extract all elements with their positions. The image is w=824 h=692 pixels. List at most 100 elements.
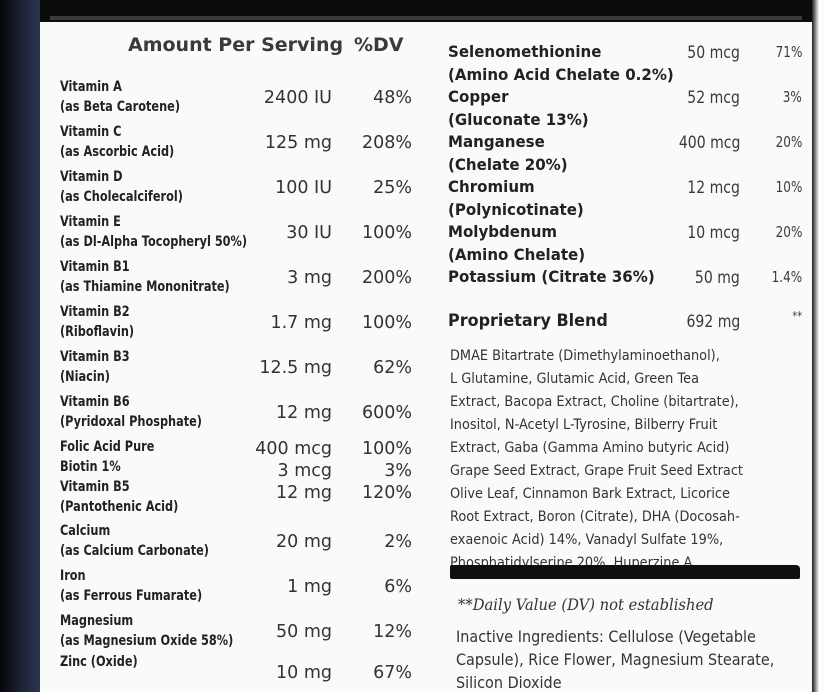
nutrient-row: Zinc (Oxide) 10 mg 67%: [60, 654, 416, 692]
nutrient-dv: 100%: [361, 439, 412, 459]
nutrient-dv: 10%: [775, 178, 802, 196]
nutrient-name: Potassium (Citrate 36%): [448, 267, 655, 286]
nutrient-dv: 20%: [775, 133, 802, 151]
nutrient-amount: 50 mcg: [687, 43, 740, 62]
nutrient-dv: **: [792, 309, 802, 323]
supplement-facts-label: Amount Per Serving %DV Vitamin A (as Bet…: [40, 0, 812, 692]
blend-line: Inositol, N-Acetyl L-Tyrosine, Bilberry …: [450, 417, 718, 433]
nutrient-amount: 10 mg: [276, 663, 332, 683]
nutrient-source: (as Cholecalciferol): [60, 189, 183, 205]
nutrient-amount: 2400 IU: [263, 88, 332, 108]
blend-line: exaenoic Acid) 14%, Vanadyl Sulfate 19%,: [450, 532, 724, 548]
nutrient-name: Copper: [448, 87, 509, 106]
nutrient-name: Vitamin B5: [60, 479, 130, 495]
daily-value-footnote: **Daily Value (DV) not established: [458, 595, 714, 614]
nutrient-amount: 125 mg: [264, 133, 332, 153]
blend-line: Grape Seed Extract, Grape Fruit Seed Ext…: [450, 463, 743, 479]
nutrient-row: Vitamin D (as Cholecalciferol) 100 IU 25…: [60, 169, 416, 209]
nutrient-row: Folic Acid Pure Biotin 1% 400 mcg 100% 3…: [60, 439, 416, 483]
nutrient-source: (Riboflavin): [60, 324, 135, 340]
nutrient-amount: 50 mg: [276, 622, 332, 642]
nutrient-dv: 20%: [775, 223, 802, 241]
nutrient-amount: 12 mg: [276, 483, 332, 503]
nutrient-amount: 20 mg: [276, 532, 332, 552]
nutrient-amount: 50 mg: [695, 268, 740, 287]
nutrient-row: Copper (Gluconate 13%) 52 mcg 3%: [448, 87, 802, 131]
nutrient-name: Vitamin C: [60, 124, 122, 140]
nutrient-amount: 12 mg: [276, 403, 332, 423]
nutrient-dv: 2%: [384, 532, 412, 552]
nutrient-row: Magnesium (as Magnesium Oxide 58%) 50 mg…: [60, 613, 416, 653]
nutrient-row: Calcium (as Calcium Carbonate) 20 mg 2%: [60, 523, 416, 563]
nutrient-amount: 1.7 mg: [270, 313, 332, 333]
nutrient-amount: 10 mcg: [687, 223, 740, 242]
nutrient-name: Molybdenum: [448, 222, 558, 241]
nutrient-name: Zinc (Oxide): [60, 654, 138, 670]
blend-line: L Glutamine, Glutamic Acid, Green Tea: [450, 371, 699, 387]
nutrient-amount: 692 mg: [686, 312, 740, 331]
nutrient-amount: 12 mcg: [687, 178, 740, 197]
nutrient-name: Manganese: [448, 132, 545, 151]
nutrient-row: Vitamin B1 (as Thiamine Mononitrate) 3 m…: [60, 259, 416, 299]
thick-divider: [450, 565, 800, 579]
nutrient-row: Vitamin B2 (Riboflavin) 1.7 mg 100%: [60, 304, 416, 344]
nutrient-source: (as Ferrous Fumarate): [60, 588, 203, 604]
nutrient-source: (as Thiamine Mononitrate): [60, 279, 230, 295]
nutrient-dv: 48%: [373, 88, 412, 108]
nutrient-row: Chromium (Polynicotinate) 12 mcg 10%: [448, 177, 802, 221]
bottle-edge-left: [0, 0, 40, 692]
nutrient-amount: 400 mcg: [255, 439, 332, 459]
nutrient-dv: 25%: [373, 178, 412, 198]
nutrient-row: Vitamin B6 (Pyridoxal Phosphate) 12 mg 6…: [60, 394, 416, 434]
nutrient-source: (Pantothenic Acid): [60, 499, 179, 515]
nutrient-source: (Polynicotinate): [448, 200, 584, 219]
nutrient-row: Manganese (Chelate 20%) 400 mcg 20%: [448, 132, 802, 176]
bottle-edge-right: [812, 0, 824, 692]
nutrient-source: (Amino Chelate): [448, 245, 586, 264]
nutrient-row: Molybdenum (Amino Chelate) 10 mcg 20%: [448, 222, 802, 266]
nutrient-source: (as Beta Carotene): [60, 99, 180, 115]
nutrient-dv: 3%: [782, 88, 802, 106]
nutrient-dv: 600%: [361, 403, 412, 423]
blend-line: Root Extract, Boron (Citrate), DHA (Doco…: [450, 509, 740, 525]
nutrient-name: Vitamin B3: [60, 349, 130, 365]
nutrient-name: Selenomethionine: [448, 42, 602, 61]
nutrient-name: Iron: [60, 568, 86, 584]
nutrient-name: Chromium: [448, 177, 535, 196]
nutrient-name: Vitamin B1: [60, 259, 130, 275]
nutrient-dv: 3%: [384, 461, 412, 481]
dv-header: %DV: [354, 34, 404, 56]
nutrient-amount: 3 mcg: [277, 461, 332, 481]
nutrient-dv: 12%: [373, 622, 412, 642]
nutrient-amount: 400 mcg: [678, 133, 740, 152]
nutrient-source: (as Magnesium Oxide 58%): [60, 633, 234, 649]
nutrient-dv: 1.4%: [771, 268, 802, 286]
nutrient-source: (as Calcium Carbonate): [60, 543, 209, 559]
nutrient-dv: 100%: [361, 313, 412, 333]
nutrient-dv: 6%: [384, 577, 412, 597]
blend-line: Extract, Bacopa Extract, Choline (bitart…: [450, 394, 739, 410]
nutrient-row: Vitamin E (as Dl-Alpha Tocopheryl 50%) 3…: [60, 214, 416, 254]
nutrient-row: Potassium (Citrate 36%) 50 mg 1.4%: [448, 267, 802, 291]
nutrient-amount: 52 mcg: [687, 88, 740, 107]
nutrient-name: Magnesium: [60, 613, 134, 629]
nutrient-name: Vitamin A: [60, 79, 122, 95]
nutrient-name: Proprietary Blend: [448, 311, 608, 331]
nutrient-amount: 12.5 mg: [259, 358, 332, 378]
nutrient-name: Calcium: [60, 523, 111, 539]
nutrient-row: Selenomethionine (Amino Acid Chelate 0.2…: [448, 42, 802, 86]
nutrient-row: Vitamin B5 (Pantothenic Acid) 12 mg 120%: [60, 479, 416, 519]
inactive-ingredients-line: Inactive Ingredients: Cellulose (Vegetab…: [456, 627, 756, 646]
nutrient-dv: 100%: [361, 223, 412, 243]
nutrient-source: (Chelate 20%): [448, 155, 568, 174]
nutrient-dv: 200%: [361, 268, 412, 288]
nutrient-source: (Amino Acid Chelate 0.2%): [448, 65, 674, 84]
nutrient-dv: 67%: [373, 663, 412, 683]
nutrient-row: Vitamin B3 (Niacin) 12.5 mg 62%: [60, 349, 416, 389]
top-bar: [40, 0, 812, 22]
nutrient-amount: 30 IU: [286, 223, 332, 243]
nutrient-name: Vitamin D: [60, 169, 123, 185]
nutrient-row: Vitamin C (as Ascorbic Acid) 125 mg 208%: [60, 124, 416, 164]
nutrient-row: Iron (as Ferrous Fumarate) 1 mg 6%: [60, 568, 416, 608]
nutrient-dv: 71%: [775, 43, 802, 61]
